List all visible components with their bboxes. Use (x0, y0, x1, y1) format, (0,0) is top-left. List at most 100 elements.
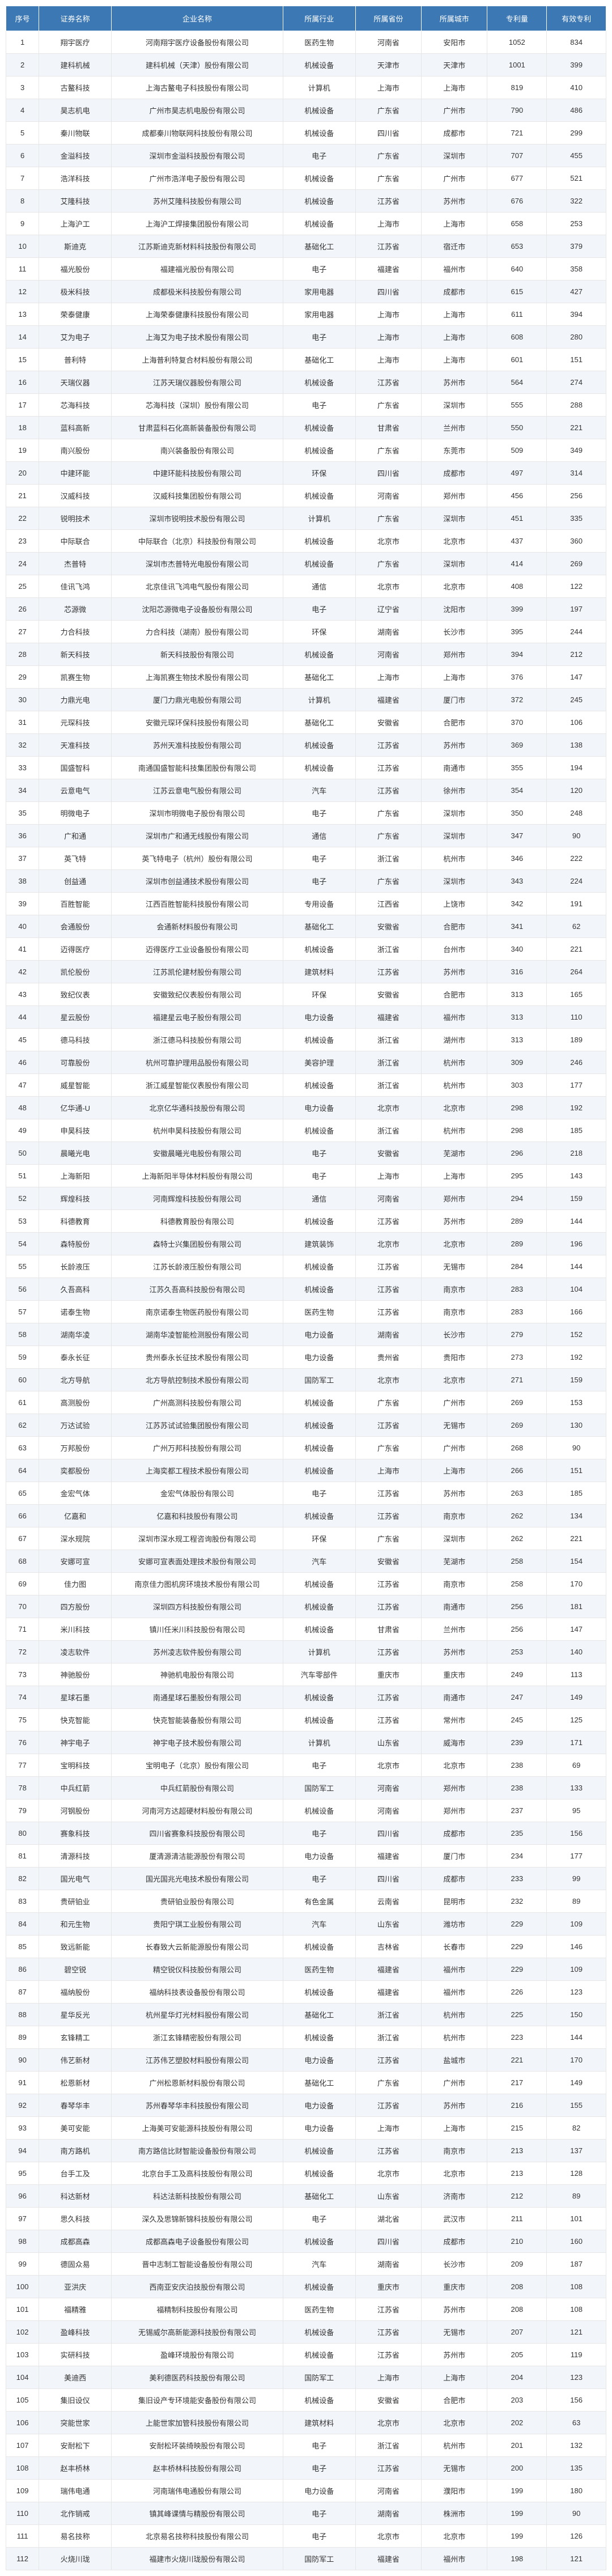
table-cell: 辉煌科技 (39, 1187, 112, 1210)
table-cell: 汽车 (283, 2253, 355, 2276)
table-cell: 古鳌科技 (39, 77, 112, 99)
table-cell: 120 (547, 779, 606, 802)
table-cell: 河南省 (355, 31, 421, 54)
table-cell: 150 (547, 2004, 606, 2026)
table-cell: 33 (6, 757, 39, 779)
table-cell: 上海市 (422, 666, 487, 689)
table-cell: 广东省 (355, 145, 421, 167)
table-cell: 414 (487, 553, 547, 575)
table-cell: 广东省 (355, 2072, 421, 2094)
table-cell: 399 (547, 54, 606, 77)
table-cell: 浙江省 (355, 938, 421, 961)
table-cell: 北方导航控制技术股份有限公司 (112, 1369, 283, 1391)
table-cell: 安阳市 (422, 31, 487, 54)
table-cell: 杭州申昊科技股份有限公司 (112, 1119, 283, 1142)
table-cell: 104 (547, 1278, 606, 1301)
table-cell: 计算机 (283, 1641, 355, 1663)
table-cell: 医药生物 (283, 2298, 355, 2321)
table-cell: 电子 (283, 598, 355, 621)
table-cell: 机械设备 (283, 2026, 355, 2049)
table-cell: 834 (547, 31, 606, 54)
table-cell: 湖南省 (355, 1323, 421, 1346)
table-cell: 荣泰健康 (39, 303, 112, 326)
table-cell: 256 (487, 1595, 547, 1618)
table-row: 67深水规院深圳市深水规工程咨询股份有限公司环保广东省深圳市262221 (6, 1527, 606, 1550)
table-cell: 上海普利特复合材料股份有限公司 (112, 349, 283, 371)
table-cell: 北京市 (422, 530, 487, 553)
table-cell: 普利特 (39, 349, 112, 371)
header-seq: 序号 (6, 6, 39, 31)
table-cell: 171 (547, 1732, 606, 1754)
table-cell: 河南瑞伟电通股份有限公司 (112, 2480, 283, 2502)
table-cell: 88 (6, 2004, 39, 2026)
table-cell: 358 (547, 258, 606, 281)
table-row: 61高测股份广州高测科技股份有限公司机械设备广东省广州市269153 (6, 1391, 606, 1414)
table-cell: 浙江省 (355, 1051, 421, 1074)
table-cell: 重庆市 (355, 2276, 421, 2298)
table-cell: 深圳市创益通技术股份有限公司 (112, 870, 283, 893)
table-cell: 浙江省 (355, 1074, 421, 1097)
table-cell: 303 (487, 1074, 547, 1097)
table-cell: 263 (487, 1482, 547, 1505)
table-cell: 27 (6, 621, 39, 643)
table-cell: 45 (6, 1029, 39, 1051)
table-cell: 科德教育 (39, 1210, 112, 1233)
table-cell: 北京市 (355, 575, 421, 598)
table-cell: 江苏省 (355, 2321, 421, 2344)
table-cell: 江苏省 (355, 1505, 421, 1527)
table-cell: 重庆市 (422, 2276, 487, 2298)
table-cell: 63 (547, 2412, 606, 2434)
table-cell: 245 (487, 1709, 547, 1732)
table-cell: 346 (487, 847, 547, 870)
table-cell: 广东省 (355, 825, 421, 847)
table-row: 82国光电气国光国兆光电技术股份有限公司电子四川省成都市23399 (6, 1868, 606, 1890)
table-cell: 271 (487, 1369, 547, 1391)
table-cell: 四川省赛象科技股份有限公司 (112, 1822, 283, 1845)
table-cell: 电子 (283, 2457, 355, 2480)
table-cell: 30 (6, 689, 39, 711)
table-cell: 564 (487, 371, 547, 394)
table-cell: 上海古鳌电子科技股份有限公司 (112, 77, 283, 99)
table-cell: 341 (487, 915, 547, 938)
table-cell: 555 (487, 394, 547, 417)
table-cell: 212 (487, 2185, 547, 2208)
table-cell: 湖州市 (422, 1029, 487, 1051)
table-cell: 246 (547, 1051, 606, 1074)
header-industry: 所属行业 (283, 6, 355, 31)
table-cell: 机械设备 (283, 1119, 355, 1142)
table-cell: 北京市 (355, 2162, 421, 2185)
table-cell: 721 (487, 122, 547, 145)
table-cell: 101 (547, 2208, 606, 2230)
table-cell: 盈峰环境股份有限公司 (112, 2344, 283, 2366)
table-cell: 美迪西 (39, 2366, 112, 2389)
table-cell: 福建省 (355, 1981, 421, 2004)
table-cell: 成都市 (422, 122, 487, 145)
table-cell: 广州松恩新材料股份有限公司 (112, 2072, 283, 2094)
table-cell: 268 (487, 1437, 547, 1459)
table-cell: 南京市 (422, 1573, 487, 1595)
table-cell: 成都市 (422, 2230, 487, 2253)
table-row: 54森特股份森特士兴集团股份有限公司建筑装饰北京市北京市289196 (6, 1233, 606, 1255)
table-cell: 258 (487, 1573, 547, 1595)
table-cell: 苏州市 (422, 734, 487, 757)
table-cell: 电力设备 (283, 2094, 355, 2117)
table-cell: 电子 (283, 1482, 355, 1505)
table-cell: 北京市 (355, 1754, 421, 1777)
table-cell: 64 (6, 1459, 39, 1482)
table-cell: 苏州春琴华丰科技股份有限公司 (112, 2094, 283, 2117)
table-cell: 185 (547, 1482, 606, 1505)
table-cell: 成都市 (422, 462, 487, 485)
table-cell: 无锡市 (422, 2457, 487, 2480)
table-cell: 机械设备 (283, 734, 355, 757)
table-cell: 106 (6, 2412, 39, 2434)
table-cell: 249 (487, 1663, 547, 1686)
table-cell: 65 (6, 1482, 39, 1505)
table-row: 4昊志机电广州市昊志机电股份有限公司机械设备广东省广州市790486 (6, 99, 606, 122)
table-cell: 147 (547, 1618, 606, 1641)
table-cell: 芯海科技（深圳）股份有限公司 (112, 394, 283, 417)
table-cell: 浙江省 (355, 847, 421, 870)
table-cell: 泰永长征 (39, 1346, 112, 1369)
table-cell: 机械设备 (283, 1278, 355, 1301)
table-cell: 会通新材料股份有限公司 (112, 915, 283, 938)
table-cell: 高测股份 (39, 1391, 112, 1414)
